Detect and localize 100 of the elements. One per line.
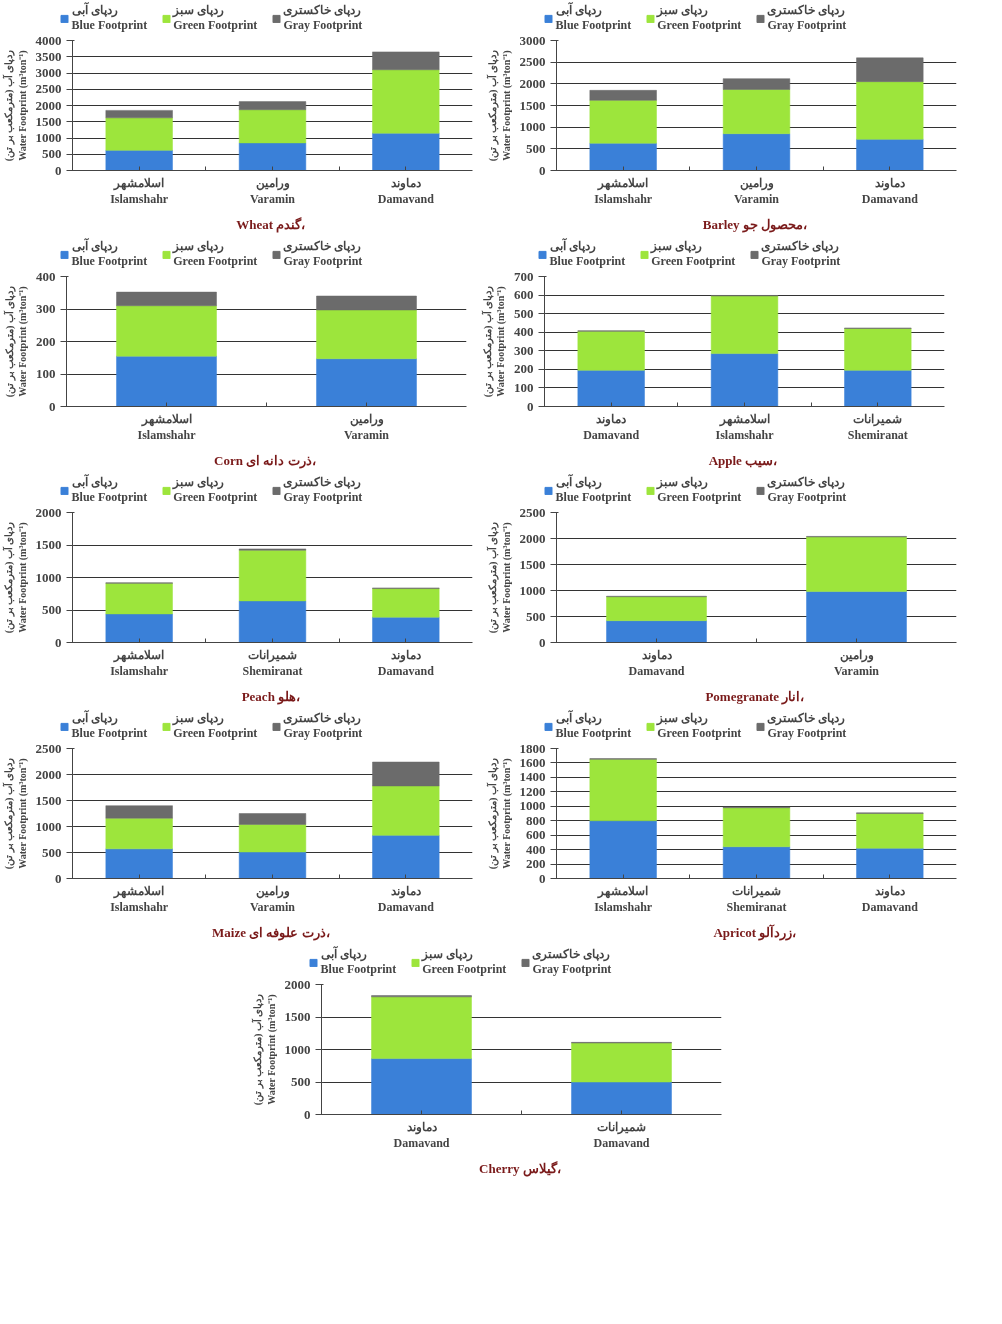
text: Corn ذرت دانه ای، xyxy=(214,452,316,469)
legend-label: ردپای آبی Blue Footprint xyxy=(71,711,148,741)
bar xyxy=(105,805,173,819)
bar xyxy=(238,813,307,825)
y-tick-label: 700 xyxy=(514,268,534,284)
legend-label: ردپای آبی Blue Footprint xyxy=(549,239,626,269)
y-tick-label: 500 xyxy=(526,140,546,156)
y-tick-label: 500 xyxy=(291,1074,311,1089)
legend-label: ردپای سبز Green Footprint xyxy=(657,475,742,505)
text: Peach هلو، xyxy=(241,688,301,705)
y-tick-label: 1600 xyxy=(519,754,546,770)
y-tick-label: 2500 xyxy=(35,740,62,756)
legend-label: ردپای سبز Green Footprint xyxy=(657,711,742,741)
legend-label: ردپای سبز Green Footprint xyxy=(173,3,258,33)
bar xyxy=(589,759,657,821)
y-tick-label: 500 xyxy=(514,305,534,321)
y-tick-label: 2000 xyxy=(35,766,62,782)
y-tick-label: 3000 xyxy=(519,32,546,48)
y-tick-label: 500 xyxy=(42,602,62,617)
bar xyxy=(238,824,307,853)
y-tick-label: 1500 xyxy=(519,556,546,572)
y-tick-label: 800 xyxy=(526,812,546,828)
legend-label: ردپای آبی Blue Footprint xyxy=(555,711,632,741)
y-tick-label: 1000 xyxy=(35,130,62,145)
y-tick-label: 400 xyxy=(514,324,534,340)
bar xyxy=(105,613,173,643)
legend-label: ردپای سبز Green Footprint xyxy=(173,239,258,269)
bar xyxy=(105,110,173,119)
legend-label: ردپای خاکستری Gray Footprint xyxy=(283,711,363,741)
bar xyxy=(238,600,307,643)
bar xyxy=(844,370,912,407)
legend-label: ردپای آبی Blue Footprint xyxy=(71,239,148,269)
legend-label: ردپای سبز Green Footprint xyxy=(173,711,258,741)
bar xyxy=(571,1042,672,1083)
bar xyxy=(116,305,217,357)
bar xyxy=(722,78,791,90)
bar xyxy=(710,353,779,407)
bar xyxy=(105,817,173,850)
y-tick-label: 200 xyxy=(514,361,534,377)
bar xyxy=(372,761,440,787)
bar xyxy=(856,81,924,140)
legend-label: ردپای خاکستری Gray Footprint xyxy=(761,239,841,269)
text: Apricot زردآلو، xyxy=(713,923,797,941)
y-tick-label: 200 xyxy=(526,856,546,872)
y-tick-label: 2000 xyxy=(35,504,62,520)
bar xyxy=(371,996,472,1059)
bar xyxy=(105,583,173,615)
bar xyxy=(316,309,417,359)
bar xyxy=(371,1058,472,1115)
legend-label: ردپای آبی Blue Footprint xyxy=(71,3,148,33)
bar xyxy=(238,851,307,879)
legend-label: ردپای خاکستری Gray Footprint xyxy=(532,947,612,977)
y-tick-label: 2000 xyxy=(519,530,546,546)
y-tick-label: 200 xyxy=(36,333,56,349)
bar xyxy=(316,358,417,407)
y-tick-label: 0 xyxy=(304,1106,311,1122)
legend-label: ردپای سبز Green Footprint xyxy=(651,239,736,269)
bar xyxy=(372,588,440,618)
y-tick-label: 2000 xyxy=(519,75,546,91)
bar xyxy=(722,846,791,879)
y-tick-label: 100 xyxy=(514,379,534,395)
y-tick-label: 300 xyxy=(36,301,56,316)
bar xyxy=(722,89,791,134)
bar xyxy=(806,591,907,643)
y-tick-label: 0 xyxy=(539,162,546,178)
bar xyxy=(316,295,417,311)
y-tick-label: 1500 xyxy=(35,537,62,552)
bar xyxy=(372,616,440,643)
y-tick-label: 1500 xyxy=(35,113,62,129)
bar xyxy=(372,51,440,70)
bar xyxy=(577,331,645,371)
bar xyxy=(856,57,924,82)
bar xyxy=(372,785,440,836)
y-tick-label: 300 xyxy=(514,342,534,358)
text: Wheat گندم، xyxy=(236,215,306,233)
bar xyxy=(577,370,645,407)
y-tick-label: 1500 xyxy=(284,1009,311,1024)
bar xyxy=(710,295,779,354)
bar xyxy=(105,848,173,879)
y-tick-label: 1500 xyxy=(35,792,62,808)
y-tick-label: 0 xyxy=(539,870,546,886)
y-tick-label: 1000 xyxy=(35,818,62,834)
legend-label: ردپای خاکستری Gray Footprint xyxy=(767,3,847,33)
y-tick-label: 600 xyxy=(526,827,546,843)
y-tick-label: 0 xyxy=(49,398,56,414)
y-tick-label: 1000 xyxy=(35,569,62,585)
y-tick-label: 400 xyxy=(36,268,56,284)
legend-label: ردپای خاکستری Gray Footprint xyxy=(283,239,363,269)
text: Apple سیب، xyxy=(708,452,778,468)
y-tick-label: 2000 xyxy=(284,976,311,992)
bar xyxy=(606,596,707,621)
legend-label: ردپای خاکستری Gray Footprint xyxy=(283,475,363,505)
legend-label: ردپای سبز Green Footprint xyxy=(173,475,258,505)
bar xyxy=(238,549,307,602)
y-tick-label: 2500 xyxy=(35,81,62,97)
y-tick-label: 3000 xyxy=(35,65,62,80)
text: Barley محصول جو، xyxy=(702,216,808,233)
bar xyxy=(116,355,217,407)
y-tick-label: 1000 xyxy=(519,798,546,814)
bar xyxy=(571,1081,672,1115)
